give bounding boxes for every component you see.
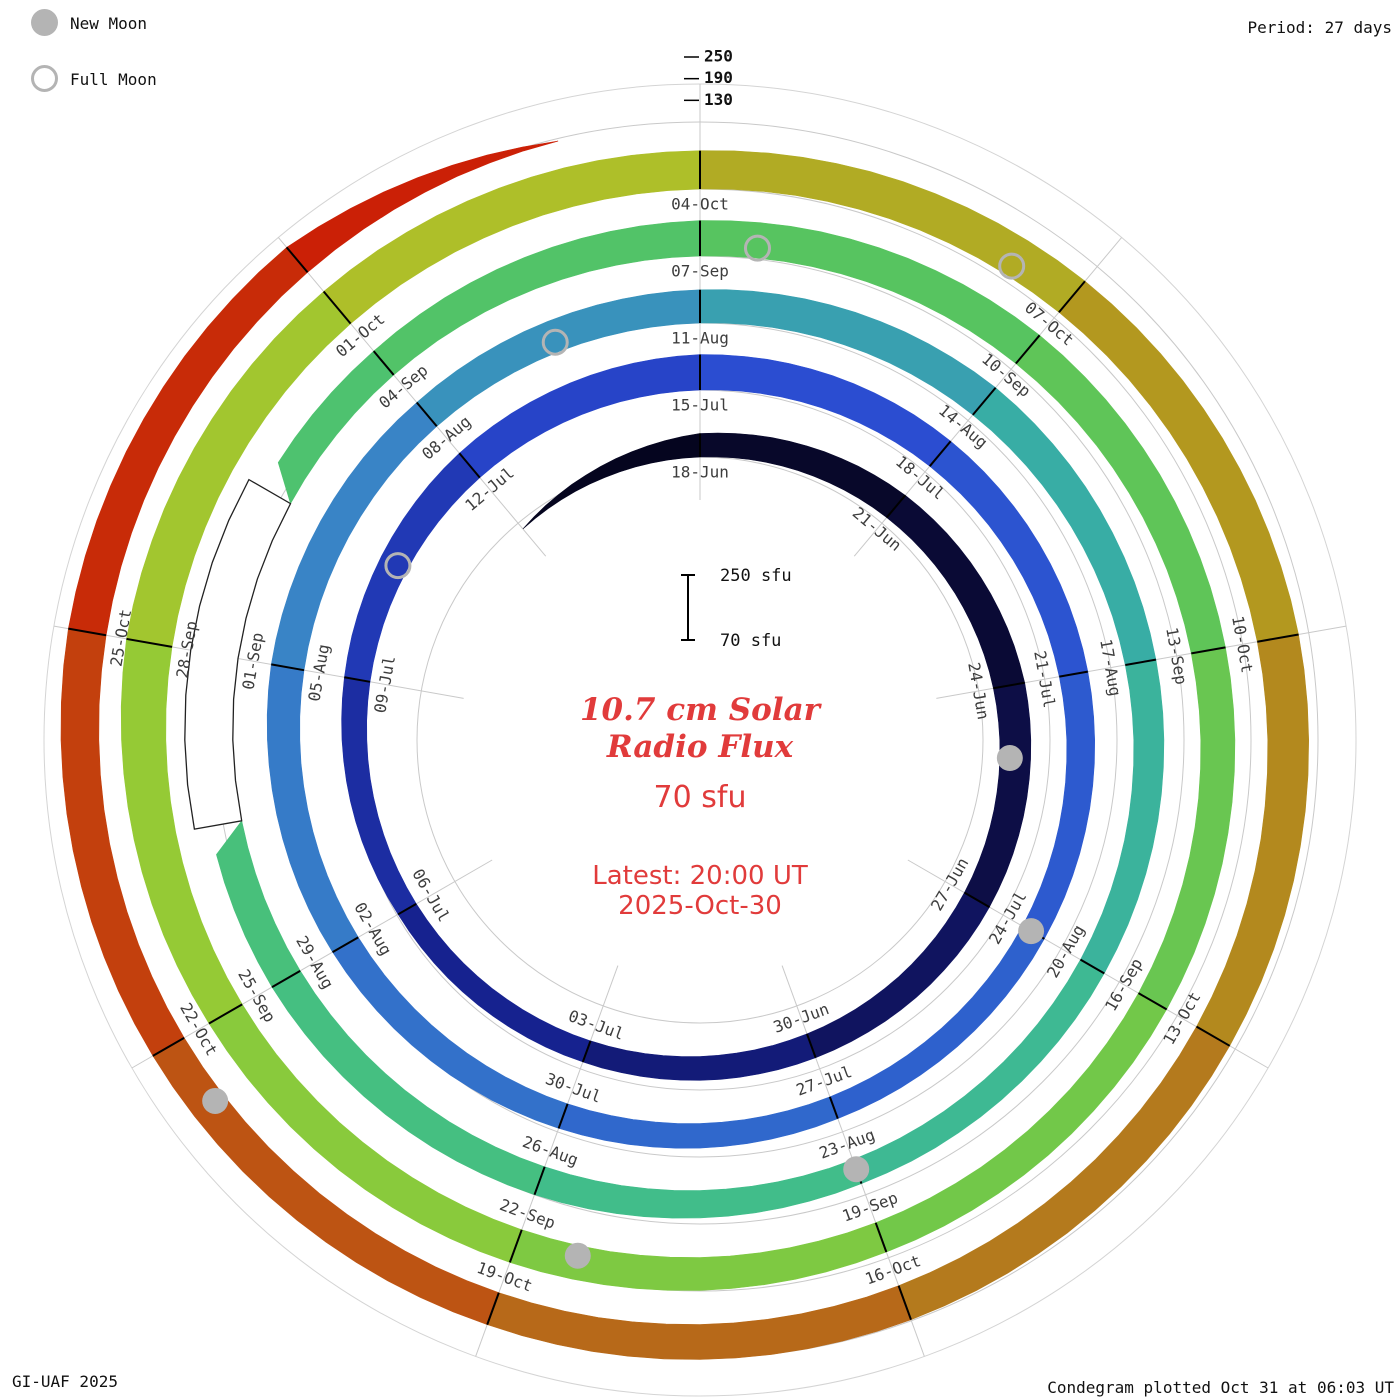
full-moon-legend-label: Full Moon (70, 70, 157, 89)
day-tick (1257, 633, 1299, 643)
new-moon-marker (202, 1087, 229, 1114)
latest-date: 2025-Oct-30 (618, 891, 782, 921)
day-tick (1015, 334, 1041, 365)
day-tick (928, 440, 952, 467)
radial-scale-label: 130 (704, 90, 733, 109)
day-tick (581, 1040, 592, 1063)
day-tick (344, 676, 371, 683)
day-tick (972, 387, 997, 416)
full-moon-legend-icon (31, 65, 58, 92)
day-tick (1079, 958, 1105, 975)
day-tick (533, 1166, 546, 1195)
flux-band-missing-segment (184, 478, 292, 830)
day-tick (557, 1103, 569, 1129)
chart-title: 10.7 cm Solar Radio Flux (580, 692, 820, 766)
plotted-timestamp-label: Condegram plotted Oct 31 at 06:03 UT (1047, 1378, 1394, 1397)
day-tick (271, 969, 301, 988)
new-moon-marker (996, 745, 1023, 772)
flux-band-segment (216, 820, 301, 988)
day-tick (458, 452, 481, 479)
date-label: 18-Jun (671, 463, 729, 482)
scalebar-label-top: 250 sfu (720, 566, 792, 586)
day-tick (897, 1285, 912, 1321)
flux-band-segment (286, 140, 559, 273)
scalebar-label-bottom: 70 sfu (720, 631, 781, 651)
day-tick (1196, 1025, 1231, 1047)
day-tick (1058, 280, 1086, 313)
day-tick (1125, 658, 1157, 666)
date-label: 17-Aug (1096, 638, 1125, 698)
day-tick (828, 1096, 839, 1119)
chart-title-line2: Radio Flux (606, 729, 794, 765)
date-label: 11-Aug (671, 329, 729, 348)
day-tick (1137, 992, 1168, 1011)
date-label: 15-Jul (671, 396, 729, 415)
date-label: 07-Sep (671, 262, 729, 281)
period-label: Period: 27 days (1247, 18, 1393, 37)
day-tick (208, 1003, 243, 1025)
day-tick (1191, 646, 1226, 655)
new-moon-marker (1018, 918, 1045, 945)
day-tick (322, 290, 352, 325)
radial-scale-label: 190 (704, 68, 733, 87)
current-flux-value: 70 sfu (653, 780, 747, 815)
day-tick (332, 936, 359, 954)
day-tick (416, 401, 438, 427)
day-tick (68, 627, 107, 637)
grid-spoke (277, 237, 547, 557)
credit-label: GI-UAF 2025 (12, 1372, 118, 1391)
day-tick (486, 1292, 500, 1325)
chart-title-line1: 10.7 cm Solar (579, 692, 821, 728)
day-tick (993, 681, 1025, 690)
new-moon-marker (564, 1242, 591, 1269)
new-moon-legend-label: New Moon (70, 14, 148, 33)
day-tick (806, 1033, 817, 1059)
flux-band-segment (875, 992, 1168, 1253)
day-tick (874, 1222, 888, 1253)
day-tick (126, 637, 173, 648)
full-moon-marker (384, 552, 412, 580)
day-tick (285, 246, 309, 273)
flux-band-segment (1022, 671, 1096, 940)
date-label: 05-Aug (304, 643, 333, 703)
day-tick (885, 494, 907, 519)
day-tick (1059, 670, 1088, 678)
latest-reading: Latest: 20:00 UT 2025-Oct-30 (592, 861, 807, 921)
latest-time: Latest: 20:00 UT (592, 861, 808, 891)
flux-band-segment (898, 1026, 1231, 1321)
grid-spoke (131, 859, 493, 1069)
date-label: 13-Sep (1162, 626, 1191, 686)
flux-band-segment (1080, 659, 1165, 974)
new-moon-legend-icon (31, 9, 58, 36)
flux-band-segment (558, 1096, 839, 1149)
full-moon-marker (541, 328, 569, 356)
day-tick (152, 1036, 185, 1057)
date-label: 10-Oct (1228, 614, 1257, 674)
grid-spoke (475, 965, 619, 1357)
grid-spoke (53, 625, 464, 699)
day-tick (397, 902, 417, 916)
date-label: 01-Sep (238, 631, 267, 691)
new-moon-marker (843, 1156, 870, 1183)
date-label: 09-Jul (370, 654, 399, 714)
day-tick (372, 350, 395, 376)
flux-band-segment (152, 1037, 500, 1325)
radial-scale-label: 250 (704, 47, 733, 66)
flux-band-segment (699, 432, 906, 518)
day-tick (963, 891, 990, 908)
full-moon-marker (743, 234, 771, 262)
day-tick (508, 1229, 523, 1263)
date-label: 04-Oct (671, 195, 729, 214)
full-moon-marker (998, 252, 1026, 280)
day-tick (271, 663, 305, 672)
flux-band-segment (486, 1285, 912, 1360)
